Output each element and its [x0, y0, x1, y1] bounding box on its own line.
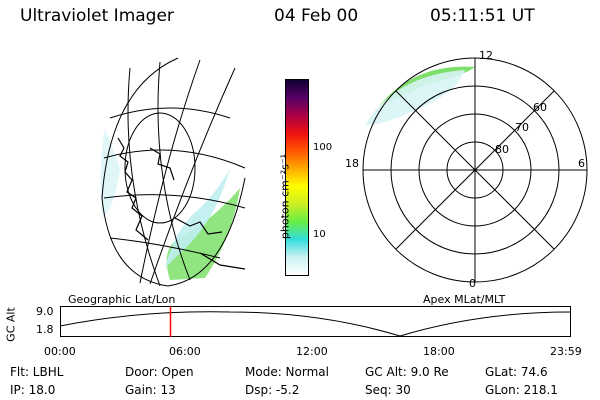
filter-info: Flt: LBHL — [10, 365, 64, 379]
right-panel-caption: Apex MLat/MLT — [423, 293, 506, 306]
mlt-label-12: 12 — [479, 49, 493, 62]
colorbar-tick-10: 10 — [313, 229, 326, 240]
mlt-label-18: 18 — [345, 157, 359, 170]
timeline-ylabel: GC Alt — [4, 307, 18, 342]
lat-label-60: 60 — [533, 101, 547, 114]
timeline-ytick-top: 9.0 — [36, 305, 54, 318]
mlt-label-0: 0 — [469, 277, 476, 290]
timeline-ytick-bottom: 1.8 — [36, 323, 54, 336]
lat-label-70: 70 — [515, 121, 529, 134]
door-info: Door: Open — [125, 365, 194, 379]
dsp-info: Dsp: -5.2 — [245, 383, 300, 397]
timeline-xtick-1: 06:00 — [169, 345, 201, 358]
time-label: 05:11:51 UT — [430, 6, 535, 26]
colorbar-unit-label: photon cm⁻²s⁻¹ — [278, 153, 292, 240]
mlt-label-6: 6 — [578, 157, 585, 170]
lat-label-80: 80 — [495, 143, 509, 156]
instrument-title: Ultraviolet Imager — [20, 6, 174, 26]
timeline-xtick-2: 12:00 — [296, 345, 328, 358]
colorbar-tick-100: 100 — [313, 142, 333, 153]
glon-info: GLon: 218.1 — [485, 383, 558, 397]
seq-info: Seq: 30 — [365, 383, 411, 397]
glat-info: GLat: 74.6 — [485, 365, 548, 379]
timeline-xtick-4: 23:59 — [550, 345, 582, 358]
timeline-xtick-0: 00:00 — [44, 345, 76, 358]
timeline-xtick-3: 18:00 — [423, 345, 455, 358]
altitude-timeline — [60, 306, 571, 337]
left-panel-caption: Geographic Lat/Lon — [68, 293, 176, 306]
apex-polar-plot: 12 0 18 6 60 70 80 — [345, 49, 588, 290]
mode-info: Mode: Normal — [245, 365, 329, 379]
ip-info: IP: 18.0 — [10, 383, 56, 397]
gc-alt-info: GC Alt: 9.0 Re — [365, 365, 449, 379]
gain-info: Gain: 13 — [125, 383, 176, 397]
geographic-map — [100, 57, 246, 287]
date-label: 04 Feb 00 — [274, 6, 359, 26]
colorbar — [285, 79, 309, 276]
